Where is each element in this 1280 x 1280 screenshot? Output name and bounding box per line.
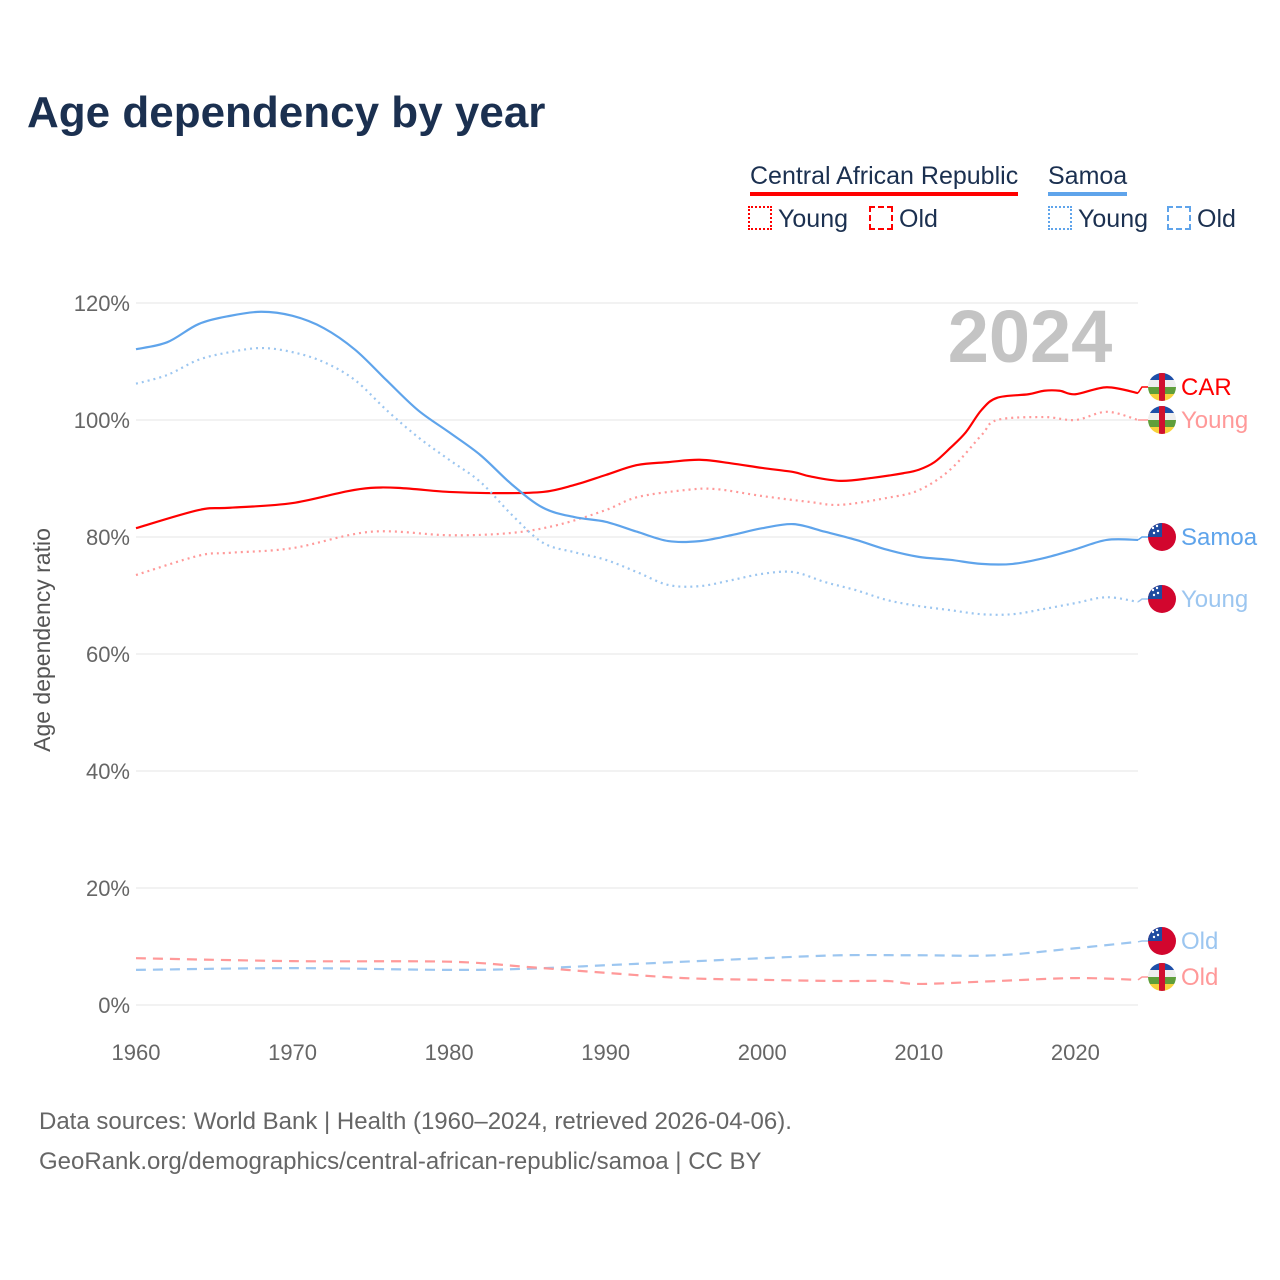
legend-car-young[interactable]: Young <box>748 205 848 234</box>
series-line-young <box>135 346 1139 616</box>
y-tick-label: 120% <box>74 291 130 316</box>
series-line-old <box>135 940 1139 972</box>
car-flag-icon <box>1148 963 1176 991</box>
end-label: Old <box>1181 964 1218 991</box>
label-connector <box>1137 386 1148 394</box>
year-watermark: 2024 <box>948 295 1113 378</box>
series-line-young <box>135 410 1139 577</box>
samoa-flag-icon <box>1148 523 1176 551</box>
footer-sources: Data sources: World Bank | Health (1960–… <box>39 1108 792 1135</box>
label-connector <box>1137 598 1148 603</box>
y-tick-label: 100% <box>74 408 130 433</box>
label-connector <box>1137 536 1148 541</box>
car-flag-icon <box>1148 406 1176 434</box>
series-line-total <box>135 310 1139 566</box>
label-connector <box>1137 976 1148 981</box>
x-tick-label: 2010 <box>894 1040 943 1065</box>
dotted-swatch-icon <box>748 206 772 230</box>
samoa-flag-icon <box>1148 585 1176 613</box>
legend-car-label: Central African Republic <box>750 162 1019 196</box>
x-tick-label: 2000 <box>738 1040 787 1065</box>
legend-samoa[interactable]: Samoa <box>1048 162 1128 196</box>
legend-samoa-label: Samoa <box>1048 162 1128 196</box>
legend-car[interactable]: Central African Republic <box>750 162 1019 196</box>
x-tick-label: 1970 <box>268 1040 317 1065</box>
series-line-old <box>135 957 1139 986</box>
y-tick-label: 60% <box>86 642 130 667</box>
end-label: Old <box>1181 928 1218 955</box>
chart-title: Age dependency by year <box>27 88 546 137</box>
y-tick-label: 40% <box>86 759 130 784</box>
legend-label: Old <box>899 205 938 233</box>
legend-label: Young <box>1078 205 1148 233</box>
end-label: CAR <box>1181 374 1232 401</box>
dashed-swatch-icon <box>1167 206 1191 230</box>
dashed-swatch-icon <box>869 206 893 230</box>
x-tick-label: 1960 <box>112 1040 161 1065</box>
series-line-total <box>135 386 1139 530</box>
footer-url[interactable]: GeoRank.org/demographics/central-african… <box>39 1148 762 1175</box>
dotted-swatch-icon <box>1048 206 1072 230</box>
legend-samoa-old[interactable]: Old <box>1167 205 1236 234</box>
y-tick-label: 0% <box>98 993 130 1018</box>
x-tick-label: 2020 <box>1051 1040 1100 1065</box>
end-label: Young <box>1181 586 1248 613</box>
x-tick-label: 1980 <box>425 1040 474 1065</box>
legend-car-old[interactable]: Old <box>869 205 938 234</box>
end-label: Young <box>1181 407 1248 434</box>
y-axis-label: Age dependency ratio <box>29 528 55 752</box>
y-tick-label: 80% <box>86 525 130 550</box>
end-label: Samoa <box>1181 524 1258 551</box>
y-tick-label: 20% <box>86 876 130 901</box>
x-tick-label: 1990 <box>581 1040 630 1065</box>
car-flag-icon <box>1148 373 1176 401</box>
legend-label: Young <box>778 205 848 233</box>
label-connector <box>1137 940 1148 943</box>
legend-samoa-young[interactable]: Young <box>1048 205 1148 234</box>
samoa-flag-icon <box>1148 927 1176 955</box>
legend-label: Old <box>1197 205 1236 233</box>
